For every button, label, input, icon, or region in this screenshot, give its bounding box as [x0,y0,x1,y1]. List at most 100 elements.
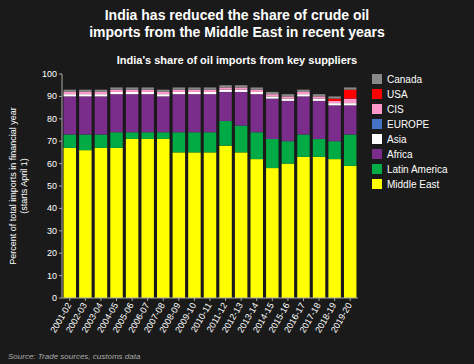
bar-segment [126,92,138,94]
bar-segment [235,87,247,89]
y-tick-label: 40 [47,203,57,213]
text-line: Percent of total imports in financial ye… [8,107,18,265]
bar-segment [219,92,231,121]
bar-segment [157,94,169,96]
x-tick [85,298,86,301]
x-tick [319,298,320,301]
bar-segment [282,164,294,298]
bar-segment [79,94,91,96]
y-tick [59,230,62,231]
bar-segment [95,92,107,94]
bar-segment [188,152,200,298]
bar-segment [344,103,356,105]
x-tick [210,298,211,301]
y-tick-label: 0 [52,293,57,303]
bar-segment [282,141,294,163]
legend-swatch [372,104,382,114]
bar-segment [344,87,356,89]
bar-segment [313,96,325,98]
bar-segment [297,90,309,92]
bar-segment [188,87,200,89]
bar-segment [64,148,76,298]
bar-segment [297,134,309,156]
bar-segment [110,132,122,148]
legend-label: CIS [387,104,404,115]
y-tick [59,298,62,299]
bar-segment [64,92,76,94]
legend-label: Africa [387,149,413,160]
bar-segment [110,90,122,92]
bar-segment [204,132,216,152]
bar-segment [173,152,185,298]
y-tick-label: 70 [47,136,57,146]
bar-segment [235,152,247,298]
subtitle: India's share of oil imports from key su… [117,54,357,66]
bar-segment [266,99,278,139]
y-tick [59,163,62,164]
bar-segment [251,132,263,159]
bar-segment [141,94,153,132]
bar-segment [79,90,91,92]
bar-segment [219,87,231,89]
bar-segment [141,92,153,94]
y-tick-label: 10 [47,271,57,281]
bar-segment [64,90,76,92]
bar-segment [188,92,200,94]
bar-segment [219,146,231,298]
legend-label: Asia [387,134,407,145]
bar-segment [297,94,309,96]
bar-segment [219,121,231,146]
bar-segment [328,159,340,298]
x-tick [303,298,304,301]
y-tick-label: 60 [47,159,57,169]
bar-segment [266,94,278,96]
bar-segment [95,96,107,134]
bar-segment [282,96,294,98]
legend-label: Middle East [387,179,439,190]
y-tick [59,96,62,97]
bar-segment [95,148,107,298]
x-tick [272,298,273,301]
bar-segment [204,152,216,298]
bar-segment [328,105,340,141]
bar-segment [95,90,107,92]
bar-segment [328,141,340,159]
bar-segment [141,87,153,89]
legend-swatch [372,89,382,99]
bar-segment [266,92,278,94]
x-tick [225,298,226,301]
y-tick [59,186,62,187]
y-axis-label: Percent of total imports in financial ye… [8,107,29,265]
annotation: Source: Trade sources, customs data [8,352,141,361]
bar-segment [204,87,216,89]
bar-segment [328,103,340,105]
bar-segment [95,134,107,147]
bar-segment [313,139,325,157]
bar-segment [79,150,91,298]
bar-segment [188,132,200,152]
bar-segment [126,90,138,92]
legend-swatch [372,149,382,159]
bar-segment [251,94,263,132]
x-tick [194,298,195,301]
y-tick [59,141,62,142]
bar-segment [297,92,309,94]
bar-segment [251,92,263,94]
bar-segment [157,92,169,94]
y-tick [59,118,62,119]
x-tick [163,298,164,301]
bar-segment [64,96,76,134]
bar-segment [173,90,185,92]
bar-segment [95,94,107,96]
x-tick [178,298,179,301]
bar-segment [266,96,278,98]
bar-segment [126,87,138,89]
bar-segment [157,139,169,298]
bar-segment [266,168,278,298]
bar-segment [79,96,91,134]
bar-segment [328,99,340,101]
bar-segment [157,90,169,92]
bar-segment [157,132,169,139]
bar-segment [219,85,231,87]
legend-swatch [372,134,382,144]
